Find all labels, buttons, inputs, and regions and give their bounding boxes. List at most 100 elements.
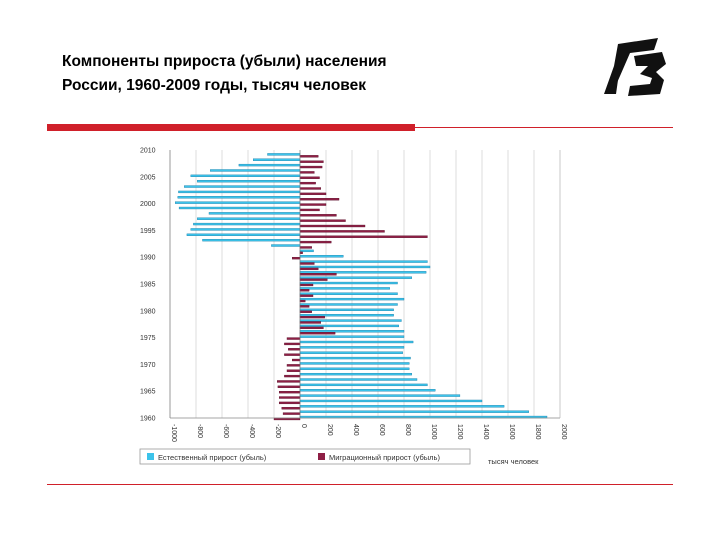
bar-natural-growth: [267, 153, 301, 156]
bar-migration-growth: [299, 235, 428, 238]
legend-label-migration: Миграционный прирост (убыль): [329, 453, 440, 462]
chart-legend: Естественный прирост (убыль) Миграционны…: [139, 448, 539, 466]
population-growth-chart: -1000 -800 -600 -400 -200 0 200 400 600 800 1000 12…: [139, 148, 567, 466]
bar-migration-growth: [277, 380, 301, 383]
y-tick-label: 2010: [140, 148, 156, 155]
bar-migration-growth: [299, 208, 320, 212]
bar-migration-growth: [278, 396, 301, 399]
bar-migration-growth: [286, 337, 301, 340]
x-tick-label: 0: [300, 424, 307, 428]
bar-migration-growth: [299, 326, 324, 330]
legend-swatch-migration: [318, 453, 325, 460]
x-tick-label: 1200: [456, 424, 463, 440]
y-tick-label: 1990: [140, 255, 156, 262]
bar-migration-growth: [278, 390, 301, 394]
title-line-2: России, 1960-2009 годы, тысяч человек: [62, 77, 366, 94]
bar-natural-growth: [299, 340, 414, 344]
bar-natural-growth: [299, 362, 410, 365]
bar-natural-growth: [299, 281, 398, 285]
bar-migration-growth: [299, 240, 332, 244]
bar-natural-growth: [299, 383, 428, 387]
bar-natural-growth: [252, 158, 301, 161]
legend-swatch-natural: [147, 453, 154, 460]
bar-natural-growth: [299, 249, 314, 253]
y-tick-label: 1975: [140, 335, 156, 342]
x-tick-label: 1400: [482, 424, 489, 440]
bar-migration-growth: [284, 353, 301, 356]
bar-migration-growth: [299, 305, 310, 308]
y-tick-label: 1970: [140, 362, 156, 369]
x-tick-label: 2000: [560, 424, 567, 440]
bar-migration-growth: [299, 230, 385, 233]
bar-migration-growth: [282, 412, 301, 415]
bar-migration-growth: [299, 160, 324, 163]
bar-migration-growth: [299, 321, 321, 324]
bar-migration-growth: [299, 246, 312, 249]
x-tick-label: -600: [222, 424, 229, 438]
bar-migration-growth: [299, 332, 336, 335]
bar-natural-growth: [271, 244, 301, 247]
bar-natural-growth: [299, 356, 411, 360]
x-tick-label: -400: [248, 424, 255, 438]
chart-axes: -1000 -800 -600 -400 -200 0 200 400 600 800 1000 12…: [140, 148, 567, 443]
slide-title: Компоненты прироста (убыли) населения Ро…: [62, 50, 522, 98]
title-divider-line: [415, 127, 673, 128]
bar-migration-growth: [299, 278, 328, 281]
bar-natural-growth: [299, 303, 398, 306]
bar-natural-growth: [197, 180, 301, 183]
bar-natural-growth: [210, 169, 301, 172]
stylized-emblem-logo: [604, 38, 666, 96]
y-tick-label: 1960: [140, 416, 156, 423]
bar-natural-growth: [175, 201, 301, 204]
bar-natural-growth: [186, 233, 301, 236]
bar-migration-growth: [291, 256, 301, 260]
y-tick-label: 1980: [140, 308, 156, 315]
bar-natural-growth: [299, 410, 530, 413]
x-tick-label: 800: [404, 424, 411, 436]
bar-migration-growth: [299, 214, 337, 217]
bar-migration-growth: [299, 203, 327, 206]
bar-natural-growth: [299, 265, 431, 269]
bar-natural-growth: [178, 190, 301, 194]
title-accent-bar: [47, 124, 415, 131]
bar-natural-growth: [299, 324, 400, 328]
bar-natural-growth: [299, 335, 405, 338]
bar-natural-growth: [299, 399, 483, 403]
bar-migration-growth: [288, 348, 301, 351]
x-tick-label: 1000: [430, 424, 437, 440]
bar-natural-growth: [177, 196, 301, 199]
bar-natural-growth: [299, 260, 428, 263]
bar-natural-growth: [190, 228, 301, 231]
bar-migration-growth: [284, 342, 301, 346]
legend-label-natural: Естественный прирост (убыль): [158, 453, 267, 462]
x-tick-label: 1800: [534, 424, 541, 440]
bar-natural-growth: [299, 271, 427, 274]
x-tick-label: 600: [378, 424, 385, 436]
bar-natural-growth: [208, 212, 301, 215]
y-tick-label: 2000: [140, 201, 156, 208]
bar-natural-growth: [299, 314, 394, 317]
bar-natural-growth: [299, 389, 436, 392]
bar-natural-growth: [299, 405, 505, 408]
bar-migration-growth: [286, 364, 301, 367]
bar-natural-growth: [299, 378, 418, 381]
bar-migration-growth: [284, 374, 301, 378]
bar-natural-growth: [190, 174, 301, 177]
bar-natural-growth: [197, 217, 301, 220]
bar-migration-growth: [299, 171, 315, 174]
bar-natural-growth: [299, 255, 344, 258]
bar-natural-growth: [299, 276, 413, 279]
bar-migration-growth: [299, 251, 303, 254]
y-tick-label: 1965: [140, 389, 156, 396]
bar-natural-growth: [178, 206, 301, 210]
bar-migration-growth: [299, 310, 312, 313]
bar-migration-growth: [299, 187, 321, 190]
bar-natural-growth: [193, 222, 301, 226]
bar-natural-growth: [299, 292, 398, 295]
bar-migration-growth: [286, 369, 301, 372]
x-tick-label: -800: [196, 424, 203, 438]
bar-migration-growth: [299, 267, 319, 271]
unit-label: тысяч человек: [488, 457, 539, 466]
bar-migration-growth: [278, 401, 301, 405]
footer-divider-line: [47, 484, 673, 485]
